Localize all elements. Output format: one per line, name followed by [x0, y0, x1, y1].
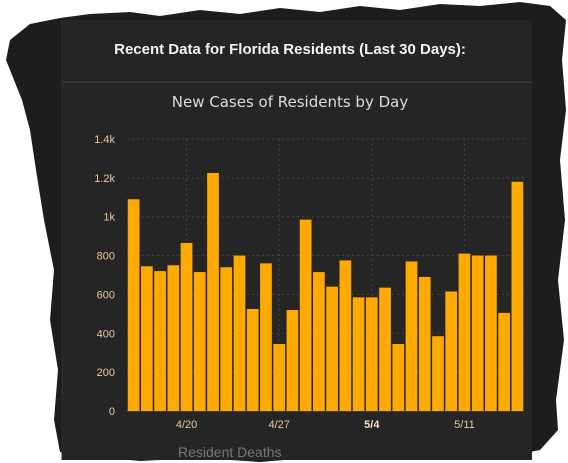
- y-tick-label: 200: [97, 367, 115, 379]
- bar[interactable]: [326, 286, 338, 411]
- y-tick-label: 1.2k: [94, 173, 115, 185]
- bar[interactable]: [485, 255, 497, 411]
- bar[interactable]: [246, 309, 259, 411]
- bar[interactable]: [220, 267, 233, 411]
- bar[interactable]: [379, 287, 391, 411]
- panel-header-title: Recent Data for Florida Residents (Last …: [114, 41, 466, 58]
- next-section-heading: Resident Deaths: [178, 444, 282, 460]
- bar[interactable]: [352, 297, 365, 411]
- bar[interactable]: [339, 260, 352, 411]
- bar[interactable]: [405, 261, 418, 411]
- bar[interactable]: [299, 219, 312, 411]
- bar[interactable]: [365, 297, 378, 411]
- bar[interactable]: [273, 343, 286, 411]
- bar[interactable]: [260, 263, 272, 411]
- x-tick-label: 4/27: [268, 419, 289, 431]
- bar[interactable]: [127, 199, 140, 411]
- y-tick-label: 600: [97, 289, 115, 301]
- bar[interactable]: [458, 253, 471, 411]
- bar[interactable]: [286, 309, 299, 411]
- bar[interactable]: [445, 291, 458, 411]
- y-tick-label: 800: [97, 251, 115, 263]
- y-tick-label: 1k: [103, 212, 115, 224]
- bar[interactable]: [511, 181, 524, 411]
- bar[interactable]: [154, 271, 166, 411]
- bar[interactable]: [233, 255, 246, 411]
- y-tick-label: 0: [109, 406, 115, 418]
- x-tick-label: 5/4: [364, 419, 380, 431]
- bar[interactable]: [207, 173, 219, 411]
- bar[interactable]: [471, 255, 484, 411]
- x-tick-label: 4/20: [176, 419, 197, 431]
- bar[interactable]: [167, 265, 180, 411]
- bar[interactable]: [140, 266, 153, 411]
- bar[interactable]: [313, 272, 325, 411]
- bar[interactable]: [418, 276, 431, 411]
- bar[interactable]: [193, 272, 206, 411]
- bar[interactable]: [392, 343, 405, 411]
- bar[interactable]: [432, 336, 444, 411]
- y-tick-label: 400: [97, 328, 115, 340]
- bar[interactable]: [498, 312, 511, 411]
- x-tick-label: 5/11: [454, 419, 475, 431]
- bar[interactable]: [180, 242, 193, 411]
- chart-title: New Cases of Residents by Day: [171, 93, 409, 111]
- y-tick-label: 1.4k: [94, 134, 115, 146]
